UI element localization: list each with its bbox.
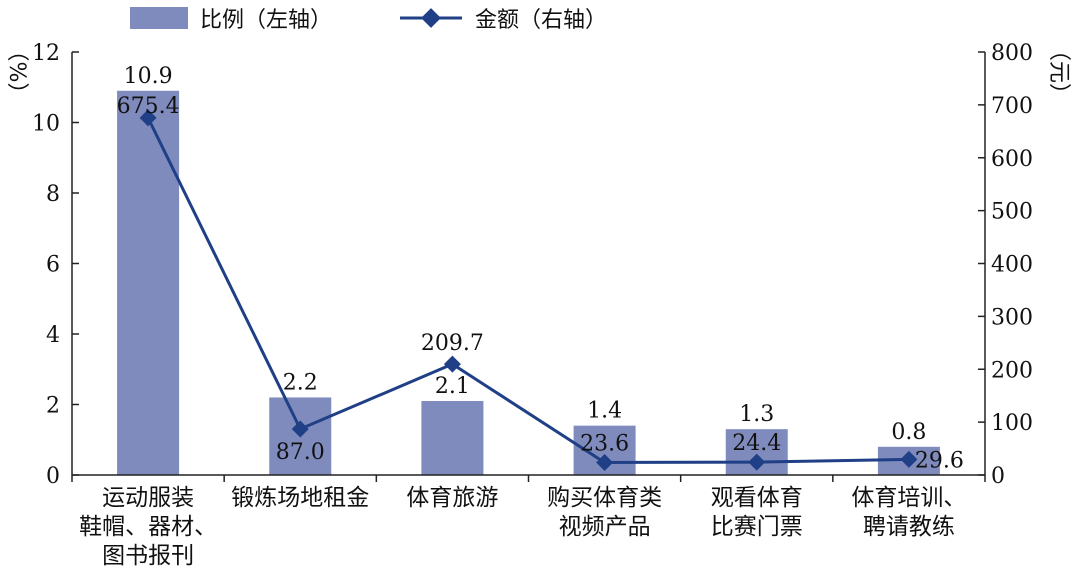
category-label-line: 图书报刊 bbox=[102, 543, 194, 569]
category-label-line: 购买体育类 bbox=[547, 485, 662, 511]
bar-value-label: 1.4 bbox=[587, 399, 622, 424]
right-tick-label: 300 bbox=[991, 305, 1033, 330]
right-tick-label: 0 bbox=[991, 464, 1005, 489]
left-axis-title: （%） bbox=[4, 40, 29, 105]
legend: 比例（左轴） 金额（右轴） bbox=[130, 7, 607, 33]
category-label-line: 视频产品 bbox=[559, 514, 651, 540]
left-tick-label: 12 bbox=[32, 41, 60, 66]
category-label: 观看体育比赛门票 bbox=[711, 485, 803, 540]
line-value-label: 23.6 bbox=[580, 432, 629, 457]
category-label: 锻炼场地租金 bbox=[231, 485, 369, 511]
category-label-line: 比赛门票 bbox=[711, 514, 803, 540]
line-marker bbox=[900, 450, 918, 468]
category-label-line: 观看体育 bbox=[711, 485, 803, 511]
line-marker bbox=[443, 355, 461, 373]
line-value-label: 87.0 bbox=[276, 440, 325, 465]
category-label-line: 鞋帽、器材、 bbox=[79, 514, 217, 540]
right-axis: 0 100 200 300 400 500 600 700 800 bbox=[978, 41, 1033, 489]
category-label-line: 运动服装 bbox=[102, 485, 194, 511]
category-label: 体育旅游 bbox=[406, 485, 498, 511]
bar bbox=[421, 400, 484, 475]
bar-value-label: 2.1 bbox=[435, 374, 470, 399]
category-label-line: 体育培训、 bbox=[851, 485, 966, 511]
category-label: 体育培训、聘请教练 bbox=[851, 485, 966, 540]
line-marker bbox=[291, 420, 309, 438]
bar bbox=[117, 90, 180, 476]
right-tick-label: 700 bbox=[991, 94, 1033, 119]
line-value-label: 675.4 bbox=[117, 94, 180, 119]
bar-value-label: 1.3 bbox=[739, 402, 774, 427]
left-axis: 0 2 4 6 8 10 12 bbox=[32, 41, 79, 489]
line-value-label: 209.7 bbox=[421, 331, 484, 356]
bar-value-label: 10.9 bbox=[124, 64, 173, 89]
category-label-line: 体育旅游 bbox=[406, 485, 498, 511]
line-marker bbox=[596, 454, 614, 472]
left-tick-label: 2 bbox=[46, 394, 60, 419]
category-label: 运动服装鞋帽、器材、图书报刊 bbox=[79, 485, 217, 569]
right-tick-label: 600 bbox=[991, 147, 1033, 172]
legend-line-marker bbox=[421, 8, 441, 28]
left-tick-label: 10 bbox=[32, 112, 60, 137]
legend-bar-swatch bbox=[130, 7, 188, 29]
line-series: 675.4 87.0 209.7 23.6 24.4 29.6 bbox=[117, 94, 964, 474]
right-axis-title: （元） bbox=[1046, 39, 1071, 105]
right-tick-label: 500 bbox=[991, 200, 1033, 225]
right-tick-label: 100 bbox=[991, 411, 1033, 436]
legend-bar-label: 比例（左轴） bbox=[200, 8, 332, 33]
left-tick-label: 8 bbox=[46, 182, 60, 207]
left-tick-label: 4 bbox=[46, 323, 60, 348]
right-tick-label: 200 bbox=[991, 358, 1033, 383]
right-tick-label: 400 bbox=[991, 253, 1033, 278]
line-value-label: 24.4 bbox=[732, 431, 781, 456]
line-value-label: 29.6 bbox=[915, 448, 964, 473]
line-marker bbox=[139, 109, 157, 127]
bar-value-label: 2.2 bbox=[283, 370, 318, 395]
right-tick-label: 800 bbox=[991, 41, 1033, 66]
bar-value-label: 0.8 bbox=[891, 420, 926, 445]
line-marker bbox=[748, 453, 766, 471]
category-label: 购买体育类视频产品 bbox=[547, 485, 662, 540]
legend-line-label: 金额（右轴） bbox=[475, 8, 607, 33]
amount-line bbox=[146, 117, 909, 465]
category-label-line: 聘请教练 bbox=[863, 514, 955, 540]
left-tick-label: 6 bbox=[46, 253, 60, 278]
left-tick-label: 0 bbox=[46, 464, 60, 489]
category-label-line: 锻炼场地租金 bbox=[231, 485, 369, 511]
